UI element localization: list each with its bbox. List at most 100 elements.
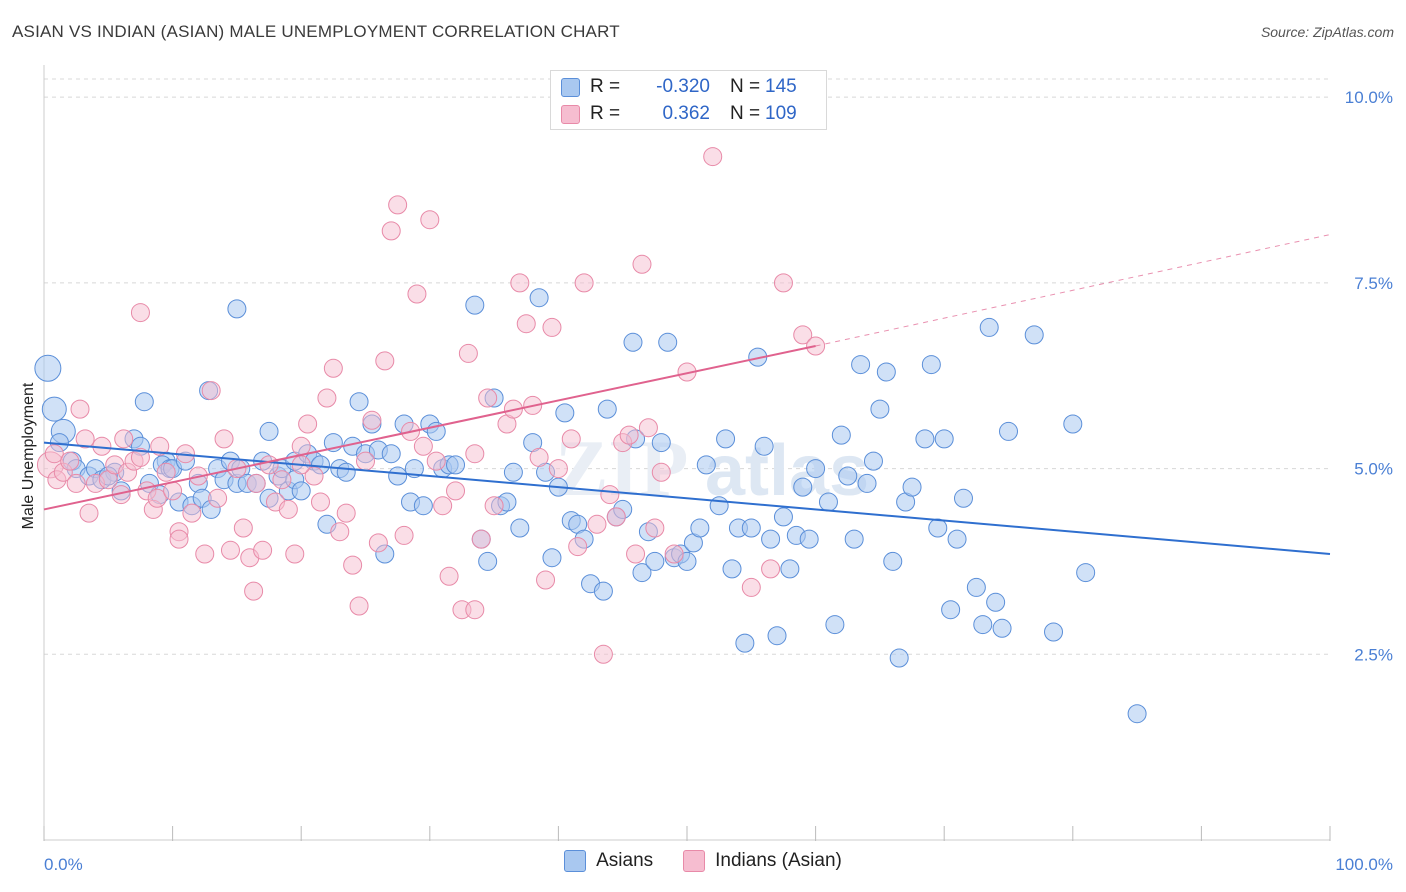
indians-point (208, 488, 228, 508)
indians-point (259, 455, 279, 475)
indians-point (793, 325, 813, 345)
indians-point (147, 488, 167, 508)
indians-point (471, 529, 491, 549)
asians-point (465, 295, 485, 315)
indians-point (413, 436, 433, 456)
indians-point (574, 273, 594, 293)
asians-point (388, 466, 408, 486)
indians-point (651, 462, 671, 482)
asians-point (645, 551, 665, 571)
legend-label-indians: Indians (Asian) (715, 850, 842, 871)
indians-trend-extension (815, 234, 1331, 347)
asians-point (623, 332, 643, 352)
legend-n-value: 109 (765, 103, 797, 124)
asians-point (986, 592, 1006, 612)
asians-point (889, 648, 909, 668)
asians-point (1024, 325, 1044, 345)
asians-point (690, 518, 710, 538)
asians-point (658, 332, 678, 352)
indians-point (426, 451, 446, 471)
asians-point (992, 618, 1012, 638)
asians-point (41, 396, 67, 422)
indians-point (568, 537, 588, 557)
indians-point (529, 447, 549, 467)
asians-point (336, 462, 356, 482)
indians-point (79, 503, 99, 523)
legend-n-label: N = (730, 76, 761, 97)
asians-point (34, 354, 62, 382)
indians-point (343, 555, 363, 575)
legend-r-label: R = (590, 76, 621, 97)
indians-point (368, 533, 388, 553)
indians-point (298, 414, 318, 434)
legend-swatch-asians (564, 850, 587, 872)
asians-point (773, 507, 793, 527)
indians-point (632, 254, 652, 274)
indians-point (44, 444, 64, 464)
asians-point (851, 355, 871, 375)
indians-point (433, 496, 453, 516)
indians-point (70, 399, 90, 419)
asians-point (709, 496, 729, 516)
asians-point (838, 466, 858, 486)
asians-point (780, 559, 800, 579)
asians-point (767, 626, 787, 646)
indians-point (381, 221, 401, 241)
asians-point (863, 451, 883, 471)
indians-point (446, 481, 466, 501)
asians-point (259, 421, 279, 441)
legend-row-indians: R = 0.362 N = 109 (561, 101, 797, 127)
asians-point (651, 433, 671, 453)
asians-point (632, 563, 652, 583)
indians-point (246, 473, 266, 493)
indians-point (465, 444, 485, 464)
indians-point (285, 544, 305, 564)
indians-point (761, 559, 781, 579)
asians-point (921, 355, 941, 375)
indians-point (330, 522, 350, 542)
indians-point (195, 544, 215, 564)
indians-point (703, 147, 723, 167)
asians-point (741, 518, 761, 538)
indians-point (362, 410, 382, 430)
indians-point (253, 540, 273, 560)
indians-point (394, 525, 414, 545)
asians-point (883, 551, 903, 571)
asians-point (1127, 704, 1147, 724)
chart-title: ASIAN VS INDIAN (ASIAN) MALE UNEMPLOYMEN… (12, 22, 620, 41)
series-indians-points (36, 87, 826, 664)
indians-point (548, 459, 568, 479)
asians-point (966, 577, 986, 597)
legend-item-indians[interactable]: Indians (Asian) (683, 850, 842, 872)
indians-point (323, 358, 343, 378)
indians-point (349, 596, 369, 616)
indians-point (114, 429, 134, 449)
y-tick-label: 2.5% (1354, 645, 1393, 664)
indians-point (317, 388, 337, 408)
asians-point (979, 317, 999, 337)
indians-point (638, 418, 658, 438)
indians-point (233, 518, 253, 538)
asians-point (510, 518, 530, 538)
indians-point (542, 317, 562, 337)
asians-point (928, 518, 948, 538)
asians-point (555, 403, 575, 423)
asians-point (941, 600, 961, 620)
correlation-legend: R = -0.320 N = 145 R = 0.362 N = 109 (550, 70, 827, 130)
indians-point (169, 529, 189, 549)
indians-point (278, 499, 298, 519)
indians-point (150, 436, 170, 456)
asians-point (902, 477, 922, 497)
asians-point (716, 429, 736, 449)
legend-item-asians[interactable]: Asians (564, 850, 653, 872)
asians-point (735, 633, 755, 653)
indians-point (336, 503, 356, 523)
indians-point (75, 429, 95, 449)
indians-point (60, 451, 80, 471)
asians-point (291, 481, 311, 501)
asians-point (806, 459, 826, 479)
indians-point (220, 540, 240, 560)
x-tick-label: 100.0% (1335, 855, 1393, 874)
legend-n-value: 145 (765, 76, 797, 97)
